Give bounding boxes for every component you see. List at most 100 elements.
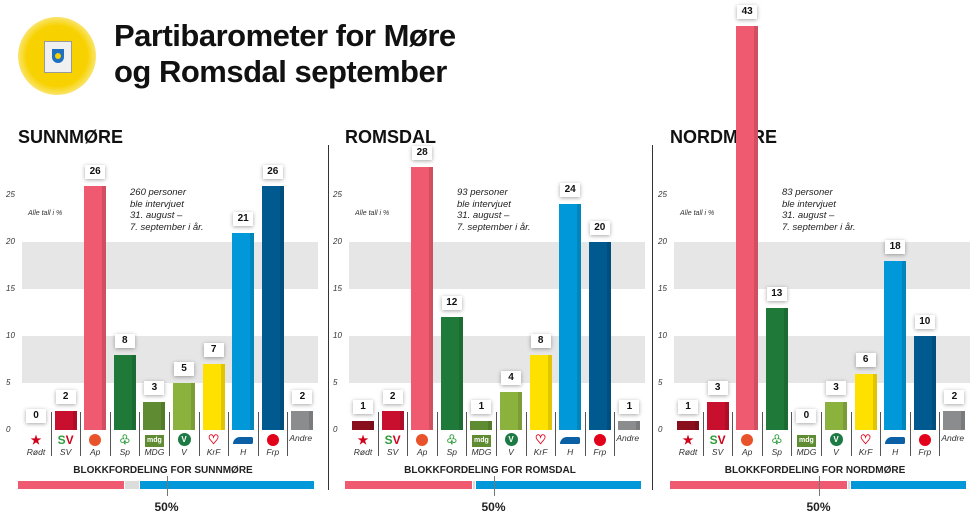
party-logo-frp-icon xyxy=(914,433,936,447)
party-logo-mdg-icon: mdg xyxy=(143,433,165,447)
data-label: 8 xyxy=(530,333,551,348)
panel-title: ROMSDAL xyxy=(345,127,436,147)
column-separator xyxy=(436,412,438,456)
column-separator xyxy=(850,412,852,456)
grid-band xyxy=(674,242,970,289)
y-tick-label: 25 xyxy=(658,190,667,199)
party-logo-h-icon xyxy=(559,433,581,447)
bloc-bar-blue xyxy=(139,481,314,489)
party-logo-v-icon: V xyxy=(500,433,522,447)
bloc-title: BLOKKFORDELING FOR SUNNMØRE xyxy=(73,465,253,476)
data-label: 13 xyxy=(766,286,787,301)
y-tick-label: 5 xyxy=(333,378,338,387)
column-separator xyxy=(880,412,882,456)
chart-panel-sunnmøre: SUNNMØRE 0 5 10 15 20 25 Alle tall i % 260 perso… xyxy=(0,0,326,523)
x-label: H xyxy=(567,447,574,457)
party-logo-krf-icon: ♡ xyxy=(534,432,547,447)
bar-sp xyxy=(440,317,463,430)
bloc-bar-red xyxy=(670,481,848,489)
y-tick-label: 20 xyxy=(658,237,667,246)
bar-andre xyxy=(943,411,966,430)
data-label: 7 xyxy=(203,343,224,358)
note-line: 31. august – xyxy=(782,210,835,221)
bar-v xyxy=(173,383,195,430)
party-logo-sp-icon: ♧ xyxy=(445,432,458,447)
column-separator xyxy=(525,412,527,456)
fifty-percent-label: 50% xyxy=(481,500,506,514)
fifty-percent-label: 50% xyxy=(154,500,179,514)
note-line: 83 personer xyxy=(782,187,833,198)
bar-mdg xyxy=(143,401,166,430)
bar-h xyxy=(884,260,907,430)
page-title: Partibarometer for Møre og Romsdal septe… xyxy=(114,18,456,90)
bar-v xyxy=(825,401,847,430)
y-tick-label: 25 xyxy=(6,190,15,199)
y-tick-label: 15 xyxy=(333,284,342,293)
y-tick-label: 0 xyxy=(658,425,663,434)
data-label: 8 xyxy=(114,333,135,348)
x-label: V xyxy=(508,447,514,457)
x-label: SV xyxy=(59,447,72,457)
data-label: 2 xyxy=(382,390,403,405)
unit-note: Alle tall i % xyxy=(355,210,390,217)
bar-h xyxy=(559,204,582,430)
party-logo-mdg-icon: mdg xyxy=(470,433,492,447)
y-tick-label: 20 xyxy=(333,237,342,246)
x-label: SV xyxy=(711,447,724,457)
x-label: Sp xyxy=(771,447,782,457)
x-label: Andre xyxy=(289,433,313,443)
party-logo-krf-icon: ♡ xyxy=(207,432,220,447)
column-separator xyxy=(761,412,763,456)
y-tick-label: 5 xyxy=(6,378,11,387)
note-line: 31. august – xyxy=(130,210,183,221)
bar-krf xyxy=(854,373,877,430)
y-tick-label: 0 xyxy=(6,425,11,434)
y-tick-label: 20 xyxy=(6,237,15,246)
data-label: 18 xyxy=(885,239,906,254)
party-logo-rødt-icon: ★ xyxy=(682,433,694,447)
note-line: 31. august – xyxy=(457,210,510,221)
party-logo-h-icon xyxy=(884,433,906,447)
column-separator xyxy=(139,412,141,456)
x-label: KrF xyxy=(858,447,873,457)
note-line: 7. september i år. xyxy=(782,221,856,233)
bar-sp xyxy=(113,354,136,430)
column-separator xyxy=(496,412,497,456)
party-logo-rødt-icon: ★ xyxy=(30,433,42,447)
x-label: Sp xyxy=(119,447,130,457)
note-line: ble intervjuet xyxy=(457,198,511,210)
panel-title: NORDMØRE xyxy=(670,127,777,147)
y-tick-label: 0 xyxy=(333,425,338,434)
data-label: 43 xyxy=(737,4,758,19)
bar-mdg xyxy=(470,420,493,430)
unit-note: Alle tall i % xyxy=(680,210,715,217)
x-label: V xyxy=(181,447,187,457)
bar-sv xyxy=(706,401,729,430)
data-label: 0 xyxy=(796,409,817,423)
bar-ap xyxy=(411,166,434,430)
party-logo-frp-icon xyxy=(262,433,284,447)
bar-v xyxy=(500,392,522,430)
data-label: 21 xyxy=(233,211,254,226)
bar-sp xyxy=(765,307,788,430)
column-separator xyxy=(821,412,822,456)
bar-rødt xyxy=(352,420,374,430)
x-label: Frp xyxy=(918,447,932,457)
note-line: 7. september i år. xyxy=(457,221,531,233)
party-logo-sv-icon: SV xyxy=(384,433,401,447)
panel-title: SUNNMØRE xyxy=(18,127,124,147)
x-label: Frp xyxy=(593,447,607,457)
data-label: 2 xyxy=(944,390,965,405)
bloc-bar-red xyxy=(345,481,472,489)
fifty-percent-marker xyxy=(818,476,820,496)
note-line: 7. september i år. xyxy=(130,221,204,233)
bloc-bar-blue xyxy=(475,481,641,489)
party-logo-rødt-icon: ★ xyxy=(357,433,369,447)
party-logo-sv-icon: SV xyxy=(57,433,74,447)
x-label: Ap xyxy=(89,447,101,457)
party-logo-v-icon: V xyxy=(173,433,195,447)
data-label: 2 xyxy=(55,390,76,405)
party-logo-mdg-icon: mdg xyxy=(795,433,817,447)
data-label: 1 xyxy=(678,399,698,414)
x-label: KrF xyxy=(206,447,221,457)
